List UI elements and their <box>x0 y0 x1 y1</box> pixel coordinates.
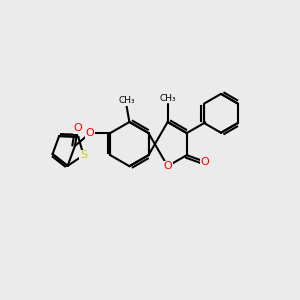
Text: CH₃: CH₃ <box>159 94 176 103</box>
Text: O: O <box>163 161 172 171</box>
Text: CH₃: CH₃ <box>118 96 135 105</box>
Text: O: O <box>86 128 94 138</box>
Text: O: O <box>74 123 82 133</box>
Text: S: S <box>80 150 87 160</box>
Text: O: O <box>200 157 209 167</box>
